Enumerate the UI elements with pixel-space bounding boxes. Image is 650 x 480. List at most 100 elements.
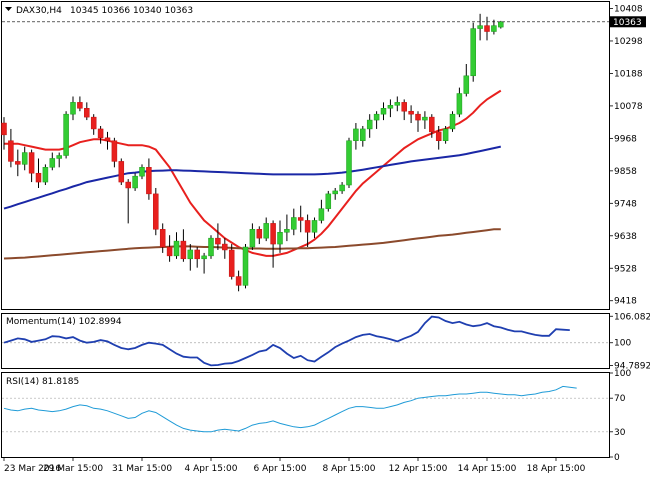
candle bbox=[318, 199, 325, 224]
candle bbox=[118, 158, 125, 186]
time-tick-label: 12 Apr 15:00 bbox=[389, 464, 448, 474]
candle-body-down bbox=[153, 193, 159, 230]
candle-body-up bbox=[353, 128, 359, 141]
candle-body-up bbox=[456, 93, 463, 115]
candle-body-up bbox=[242, 246, 249, 286]
candle bbox=[180, 229, 187, 262]
rsi-ticks: 0 30 70 100 bbox=[2, 369, 631, 463]
candle bbox=[159, 223, 166, 253]
candle bbox=[311, 217, 318, 239]
candle-body-up bbox=[394, 102, 401, 106]
1-tick-label: 100 bbox=[614, 339, 631, 349]
candle-body-down bbox=[270, 223, 276, 245]
time-tick-label: 14 Apr 15:00 bbox=[458, 464, 517, 474]
candle-body-down bbox=[235, 276, 242, 286]
candle-body-up bbox=[21, 152, 28, 165]
candle bbox=[222, 238, 228, 259]
0-tick-label: 10298 bbox=[614, 37, 643, 47]
2-tick-label: 0 bbox=[614, 453, 620, 463]
chart-symbol-title: DAX30,H4 bbox=[16, 6, 62, 16]
price-ticks: 9418 9528 9638 9748 9858 9968 10078 10188 10298 1… bbox=[609, 4, 643, 307]
candle bbox=[8, 128, 14, 168]
0-tick-label: 10188 bbox=[614, 69, 643, 79]
candle bbox=[125, 179, 131, 224]
candle-body-down bbox=[15, 161, 21, 165]
candle bbox=[35, 158, 42, 188]
time-tick-label: 18 Apr 15:00 bbox=[527, 464, 586, 474]
candle bbox=[21, 146, 28, 171]
candle bbox=[408, 105, 414, 124]
candle bbox=[139, 164, 145, 180]
candle-body-up bbox=[325, 193, 332, 209]
0-tick-label: 10408 bbox=[614, 4, 643, 14]
candle-body-down bbox=[146, 167, 152, 195]
candle-body-up bbox=[208, 237, 214, 257]
moving-average-line bbox=[3, 145, 502, 210]
moving-average-line bbox=[4, 89, 502, 257]
time-tick-label: 4 Apr 15:00 bbox=[185, 464, 238, 474]
candle bbox=[201, 252, 207, 274]
momentum-title: Momentum(14) 102.8994 bbox=[6, 317, 122, 327]
candle bbox=[90, 114, 97, 135]
candle bbox=[304, 214, 311, 248]
candle-body-up bbox=[277, 232, 283, 245]
candle-body-up bbox=[249, 229, 256, 248]
candle bbox=[84, 102, 90, 121]
candle-body-up bbox=[49, 158, 56, 168]
candle-body-up bbox=[442, 128, 449, 141]
candle bbox=[339, 182, 345, 194]
candle bbox=[277, 220, 283, 253]
candle bbox=[194, 247, 200, 268]
2-tick-label: 70 bbox=[614, 394, 626, 404]
candle bbox=[256, 226, 263, 245]
candle-body-up bbox=[318, 208, 325, 221]
candle bbox=[15, 149, 21, 177]
candle-body-down bbox=[228, 249, 235, 277]
2-tick-label: 100 bbox=[614, 369, 631, 379]
candle bbox=[360, 125, 366, 147]
candle-body-up bbox=[366, 119, 373, 130]
candle-body-up bbox=[360, 128, 366, 141]
rsi-panel[interactable]: 0 30 70 100 bbox=[1, 369, 632, 463]
candle bbox=[63, 111, 69, 159]
candle bbox=[442, 125, 449, 144]
candle bbox=[97, 125, 104, 144]
candle-body-down bbox=[484, 25, 490, 32]
rsi-series bbox=[3, 385, 577, 433]
candle-body-up bbox=[139, 167, 145, 177]
candle-body-up bbox=[346, 140, 352, 186]
time-tick-label: 23 Mar 2016 bbox=[4, 464, 61, 474]
candle bbox=[470, 22, 476, 82]
momentum-panel[interactable]: 94.7892 100 106.0824 bbox=[1, 312, 650, 371]
candle-body-up bbox=[470, 28, 476, 77]
candle-body-down bbox=[8, 140, 14, 162]
price-panel-frame bbox=[1, 1, 610, 310]
candle-body-down bbox=[28, 152, 35, 174]
candle bbox=[104, 131, 111, 150]
2-tick-label: 30 bbox=[614, 428, 626, 438]
momentum-series bbox=[3, 315, 570, 367]
candle-body-down bbox=[35, 172, 42, 183]
candle-body-down bbox=[435, 131, 442, 141]
chart-menu-triangle-icon[interactable] bbox=[5, 7, 12, 11]
0-tick-label: 9638 bbox=[614, 232, 637, 242]
0-tick-label: 9968 bbox=[614, 134, 637, 144]
candle bbox=[353, 123, 359, 150]
candle bbox=[242, 244, 249, 289]
0-tick-label: 9858 bbox=[614, 167, 637, 177]
time-tick-label: 6 Apr 15:00 bbox=[254, 464, 307, 474]
candle-body-up bbox=[477, 25, 483, 29]
price-panel[interactable]: 9418 9528 9638 9748 9858 9968 10078 10188 10298 1… bbox=[1, 1, 643, 310]
candle-body-down bbox=[77, 102, 83, 109]
candle-body-up bbox=[56, 155, 62, 159]
candle-body-up bbox=[70, 102, 76, 115]
candle bbox=[77, 96, 83, 112]
candle bbox=[208, 235, 214, 259]
candle-body-up bbox=[291, 217, 297, 230]
candle-body-down bbox=[166, 246, 173, 257]
candle bbox=[153, 187, 159, 236]
candle-body-up bbox=[422, 116, 428, 121]
candle bbox=[394, 96, 401, 112]
candles bbox=[1, 13, 504, 292]
